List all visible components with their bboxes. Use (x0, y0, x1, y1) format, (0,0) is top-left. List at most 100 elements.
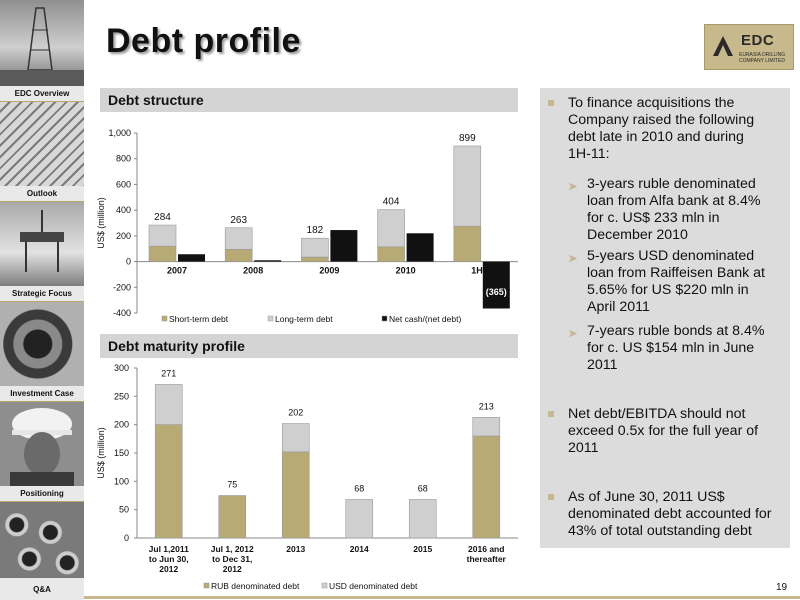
page-number: 19 (776, 582, 788, 593)
x-tick-label: 2013 (286, 544, 305, 554)
commentary-panel (540, 88, 790, 548)
bullet-marker (548, 100, 554, 106)
y-tick-label: 150 (114, 448, 129, 458)
x-tick-label: 2012 (159, 564, 178, 574)
sidebar-nav: EDC Overview Outlook Strategic Focus Inv… (0, 0, 84, 600)
y-axis-label: US$ (million) (96, 197, 106, 249)
usd-debt-bar (408, 499, 437, 539)
x-tick-label: thereafter (467, 554, 507, 564)
arrow-bullet-icon: ➤ (568, 181, 578, 193)
debt-structure-chart: 1,000 800 600 400 200 0 -200 -400 US$ (million) 2… (96, 128, 518, 324)
x-tick-label: to Dec 31, (212, 554, 252, 564)
usd-debt-bar (472, 416, 501, 437)
x-tick-label: 2015 (413, 544, 432, 554)
net-cash-bar (330, 230, 358, 262)
bullet-net-debt-ebitda: Net debt/EBITDA should not exceed 0.5x f… (568, 406, 759, 456)
debt-maturity-title: Debt maturity profile (108, 338, 245, 354)
rub-debt-bar (218, 495, 247, 539)
page-title: Debt profile (106, 22, 301, 60)
sidebar-item-strategic-focus[interactable]: Strategic Focus (11, 289, 72, 298)
y-tick-label: 0 (126, 257, 131, 267)
bullet-marker (548, 494, 554, 500)
y-tick-label: 800 (116, 154, 131, 164)
sidebar-item-qa[interactable]: Q&A (33, 585, 51, 594)
x-tick-label: 2009 (319, 266, 339, 276)
pipes-image (0, 102, 84, 186)
long-term-debt-bar (377, 209, 405, 248)
y-tick-label: 300 (114, 363, 129, 373)
debt-maturity-header: Debt maturity profile (100, 334, 518, 358)
bullet-marker (548, 411, 554, 417)
legend-swatch (161, 315, 168, 322)
legend-label: Long-term debt (275, 314, 333, 324)
total-debt-label: 899 (459, 133, 476, 144)
logo-mark-icon (713, 36, 733, 56)
short-term-debt-bar (148, 245, 177, 262)
sidebar-item-investment-case[interactable]: Investment Case (10, 389, 74, 398)
y-tick-label: 0 (124, 533, 129, 543)
footer-rule (84, 596, 800, 599)
net-cash-bar (178, 254, 205, 262)
total-maturity-label: 75 (227, 480, 237, 490)
rub-debt-bar (281, 451, 310, 539)
short-term-debt-bar (301, 256, 329, 262)
debt-structure-title: Debt structure (108, 92, 204, 108)
x-tick-label: 2008 (243, 266, 263, 276)
x-tick-label: Jul 1,2011 (149, 544, 189, 554)
long-term-debt-bar (224, 227, 253, 250)
y-tick-label: 250 (114, 391, 129, 401)
net-cash-bar (406, 233, 434, 262)
x-tick-label: to Jun 30, (149, 554, 189, 564)
sub-bullet-raiffeisen-loan: 5-years USD denominated loan from Raiffe… (587, 248, 765, 315)
offshore-rig-image (0, 202, 84, 286)
total-debt-label: 404 (383, 197, 400, 208)
sidebar-divider (0, 301, 84, 302)
short-term-debt-bar (453, 225, 482, 262)
sidebar-item-positioning[interactable]: Positioning (20, 489, 64, 498)
sidebar-item-edc-overview[interactable]: EDC Overview (14, 89, 70, 98)
y-tick-label: -400 (113, 308, 131, 318)
rub-debt-bar (154, 424, 183, 539)
y-axis-label: US$ (million) (96, 427, 106, 479)
y-tick-label: 1,000 (108, 128, 131, 138)
y-tick-label: -200 (113, 282, 131, 292)
debt-maturity-chart: 300 250 200 150 100 50 0 US$ (million) 271 Jul 1,… (96, 363, 518, 591)
net-debt-label: (365) (486, 287, 507, 297)
x-tick-label: 1H11 (471, 266, 492, 276)
legend-swatch (381, 315, 388, 322)
sidebar-divider (0, 401, 84, 402)
x-tick-label: 2012 (223, 564, 242, 574)
sidebar-item-outlook[interactable]: Outlook (26, 189, 58, 198)
x-tick-label: Jul 1, 2012 (211, 544, 254, 554)
bullet-financing: To finance acquisitions the Company rais… (568, 95, 755, 162)
y-tick-label: 400 (116, 205, 131, 215)
drill-bit-image (0, 302, 84, 386)
y-tick-label: 200 (116, 231, 131, 241)
sidebar-divider (0, 101, 84, 102)
x-tick-label: 2016 and (468, 544, 504, 554)
arrow-bullet-icon: ➤ (568, 253, 578, 265)
legend-swatch (321, 582, 328, 589)
total-maturity-label: 271 (161, 368, 176, 378)
y-tick-label: 50 (119, 505, 129, 515)
net-cash-bar (254, 260, 282, 262)
total-debt-label: 182 (307, 225, 324, 236)
usd-debt-bar (345, 499, 374, 539)
sub-bullet-ruble-bonds: 7-years ruble bonds at 8.4% for c. US $1… (587, 323, 765, 373)
total-debt-label: 284 (154, 212, 171, 223)
arrow-bullet-icon: ➤ (568, 328, 578, 340)
sub-bullet-alfa-loan: 3-years ruble denominated loan from Alfa… (587, 176, 761, 243)
long-term-debt-bar (453, 145, 482, 227)
long-term-debt-bar (301, 237, 329, 258)
usd-debt-bar (281, 423, 310, 453)
debt-structure-header: Debt structure (100, 88, 518, 112)
legend-label: RUB denominated debt (211, 581, 300, 591)
x-tick-label: 2007 (167, 266, 187, 276)
net-cash-bar (482, 261, 510, 309)
rub-debt-bar (472, 435, 501, 539)
company-logo: EDC EURASIA DRILLING COMPANY LIMITED (704, 24, 794, 70)
legend-swatch (267, 315, 274, 322)
pipe-ends-image (0, 502, 84, 578)
drilling-rig-image (0, 0, 84, 86)
logo-text: EDC (741, 32, 775, 49)
